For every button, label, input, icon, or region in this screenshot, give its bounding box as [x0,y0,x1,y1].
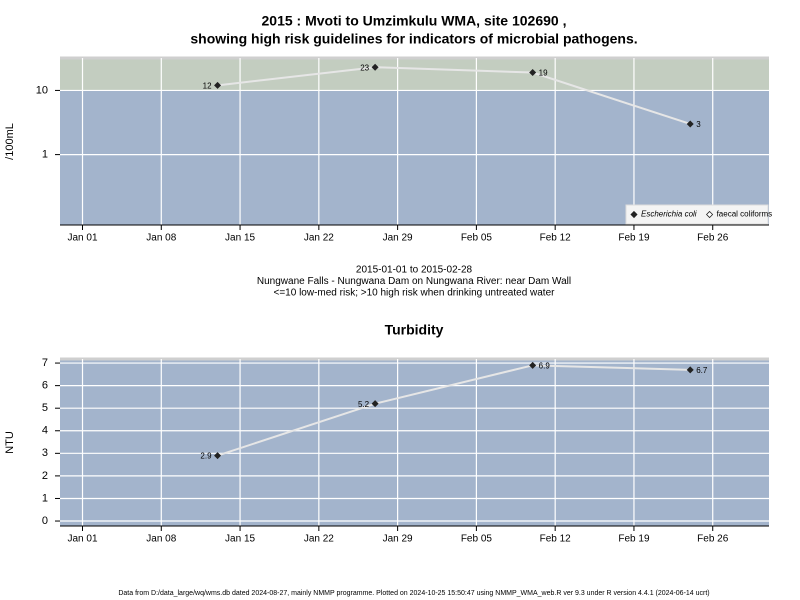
data-label: 6.9 [539,361,551,370]
y-tick-label: 10 [36,84,48,96]
data-label: 5.2 [358,400,370,409]
x-tick-label: Feb 26 [697,233,729,244]
x-tick-label: Jan 22 [304,534,334,545]
data-point [686,366,694,374]
note: 2015-01-01 to 2015-02-28 [356,265,473,276]
x-tick-label: Feb 19 [618,534,650,545]
data-label: 3 [696,120,701,129]
y-tick-label: 5 [42,402,48,414]
y-tick-label: 1 [42,492,48,504]
series-line [217,66,691,125]
y-tick-label: 7 [42,357,48,369]
x-tick-label: Jan 01 [67,534,97,545]
data-label: 19 [539,69,548,78]
legend-box [625,204,769,225]
y-tick-label: 2 [42,470,48,482]
x-tick-label: Feb 19 [618,233,650,244]
high-risk-band [60,58,769,91]
y-tick-label: 3 [42,447,48,459]
data-label: 12 [203,81,212,90]
x-tick-label: Feb 05 [461,233,493,244]
x-tick-label: Feb 12 [540,233,572,244]
y-tick-label: 4 [42,425,48,437]
legend-label: Escherichia coli [641,210,697,219]
plot-background [60,359,769,526]
data-point [371,400,379,408]
legend-marker [706,210,714,219]
data-label: 23 [360,63,369,72]
x-tick-label: Feb 05 [461,534,493,545]
data-point [214,81,222,89]
x-tick-label: Feb 26 [697,534,729,545]
x-tick-label: Jan 01 [67,233,97,244]
note: Nungwane Falls - Nungwana Dam on Nungwan… [257,276,571,287]
y-tick-label: 0 [42,515,48,527]
data-point [529,361,537,369]
chart-title: Turbidity [385,322,444,338]
data-point [371,63,379,71]
legend-marker [630,210,638,219]
x-tick-label: Jan 15 [225,233,255,244]
x-tick-label: Jan 15 [225,534,255,545]
x-tick-label: Jan 29 [383,233,413,244]
data-label: 2.9 [200,452,212,461]
chart-title: showing high risk guidelines for indicat… [190,31,637,47]
note: <=10 low-med risk; >10 high risk when dr… [274,288,556,299]
data-label: 6.7 [696,366,708,375]
data-point [529,69,537,77]
y-axis-label: /100mL [4,123,16,160]
data-point [686,120,694,128]
y-axis-label: NTU [4,431,16,454]
legend-label: faecal coliforms [717,210,773,219]
y-tick-label: 6 [42,380,48,392]
data-point [214,452,222,460]
y-tick-label: 1 [42,149,48,161]
x-tick-label: Jan 08 [146,534,176,545]
footer: Data from D:/data_large/wq/wms.db dated … [118,590,709,597]
series-line [217,364,691,457]
x-tick-label: Jan 29 [383,534,413,545]
x-tick-label: Jan 22 [304,233,334,244]
x-tick-label: Feb 12 [540,534,572,545]
x-tick-label: Jan 08 [146,233,176,244]
chart-title: 2015 : Mvoti to Umzimkulu WMA, site 1026… [262,13,567,29]
